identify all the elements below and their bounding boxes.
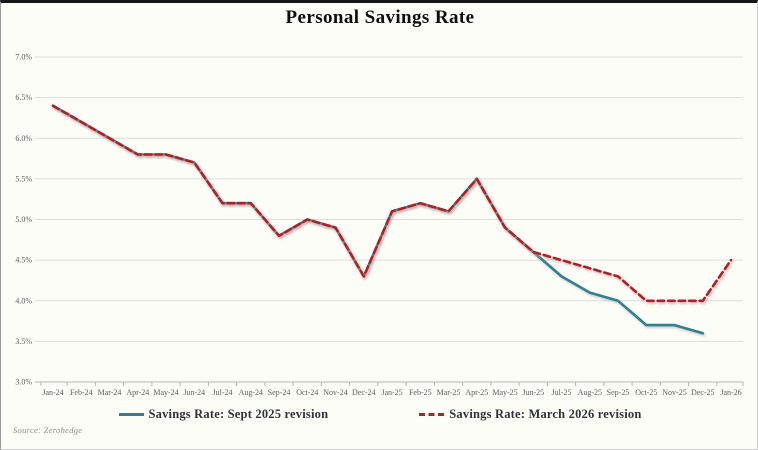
svg-text:Jun-25: Jun-25: [522, 388, 544, 397]
series-lines: [51, 104, 733, 335]
svg-text:Oct-24: Oct-24: [296, 388, 318, 397]
svg-text:7.0%: 7.0%: [15, 53, 32, 62]
svg-text:Jul-25: Jul-25: [552, 388, 572, 397]
savings-rate-chart: 7.0% 6.5% 6.0% 5.5% 5.0% 4.5% 4.0% 3.5% 3.0% Jan…: [15, 53, 744, 397]
x-axis-ticks: [40, 382, 744, 386]
svg-text:Aug-25: Aug-25: [578, 388, 602, 397]
svg-text:Sep-24: Sep-24: [268, 388, 291, 397]
svg-text:Apr-25: Apr-25: [465, 388, 488, 397]
solid-line-swatch-icon: [119, 413, 145, 416]
source-credit: Source: Zerohedge: [13, 425, 83, 435]
legend-item-march-2026-revision: Savings Rate: March 2026 revision: [419, 407, 641, 422]
svg-text:6.5%: 6.5%: [15, 93, 32, 102]
svg-text:3.5%: 3.5%: [15, 337, 32, 346]
y-axis-labels: 7.0% 6.5% 6.0% 5.5% 5.0% 4.5% 4.0% 3.5% 3.0%: [15, 53, 32, 387]
svg-text:Feb-25: Feb-25: [409, 388, 432, 397]
svg-text:Dec-24: Dec-24: [352, 388, 376, 397]
svg-text:Mar-24: Mar-24: [98, 388, 122, 397]
svg-text:Dec-25: Dec-25: [691, 388, 715, 397]
svg-text:Mar-25: Mar-25: [437, 388, 461, 397]
svg-text:Aug-24: Aug-24: [239, 388, 263, 397]
svg-text:May-25: May-25: [492, 388, 517, 397]
svg-text:Apr-24: Apr-24: [126, 388, 149, 397]
svg-text:May-24: May-24: [153, 388, 178, 397]
svg-text:4.0%: 4.0%: [15, 296, 32, 305]
svg-text:Jan-24: Jan-24: [42, 388, 63, 397]
svg-text:Jul-24: Jul-24: [213, 388, 233, 397]
svg-text:Nov-24: Nov-24: [323, 388, 347, 397]
chart-title: Personal Savings Rate: [285, 7, 475, 28]
svg-text:6.0%: 6.0%: [15, 134, 32, 143]
legend-label-march-2026: Savings Rate: March 2026 revision: [449, 407, 642, 421]
svg-text:Jun-24: Jun-24: [183, 388, 205, 397]
svg-text:5.0%: 5.0%: [15, 215, 32, 224]
x-axis-labels: Jan-24 Feb-24 Mar-24 Apr-24 May-24 Jun-24 Jul-…: [42, 388, 741, 397]
legend-label-sept-2025: Savings Rate: Sept 2025 revision: [148, 407, 329, 421]
legend-item-sept-2025-revision: Savings Rate: Sept 2025 revision: [118, 407, 328, 422]
svg-text:Jan-25: Jan-25: [381, 388, 402, 397]
chart-legend: Savings Rate: Sept 2025 revision Savings…: [1, 407, 757, 422]
svg-text:3.0%: 3.0%: [15, 378, 32, 387]
svg-text:Nov-25: Nov-25: [662, 388, 686, 397]
svg-text:Jan-26: Jan-26: [720, 388, 741, 397]
svg-text:Oct-25: Oct-25: [635, 388, 657, 397]
dashed-line-swatch-icon: [419, 413, 447, 416]
svg-text:Feb-24: Feb-24: [70, 388, 93, 397]
svg-text:5.5%: 5.5%: [15, 174, 32, 183]
svg-text:4.5%: 4.5%: [15, 256, 32, 265]
svg-text:Sep-25: Sep-25: [607, 388, 630, 397]
